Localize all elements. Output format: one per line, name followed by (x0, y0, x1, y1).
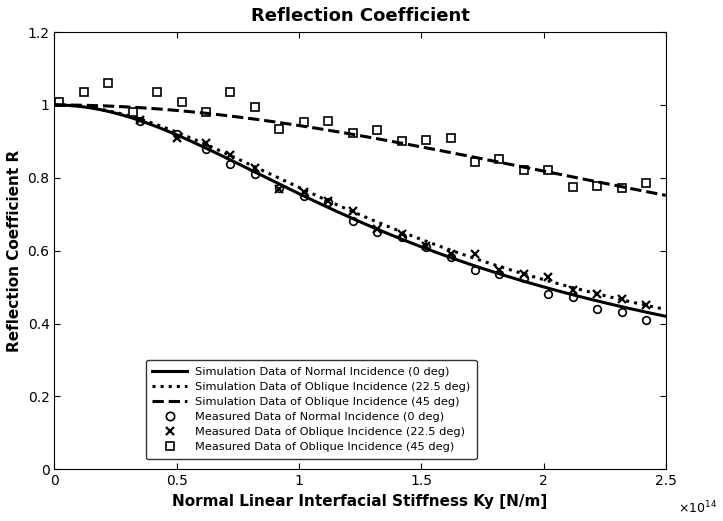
Y-axis label: Reflection Coefficient R: Reflection Coefficient R (7, 150, 22, 352)
Text: $\times10^{14}$: $\times10^{14}$ (678, 500, 717, 517)
Legend: Simulation Data of Normal Incidence (0 deg), Simulation Data of Oblique Incidenc: Simulation Data of Normal Incidence (0 d… (145, 360, 476, 460)
Title: Reflection Coefficient: Reflection Coefficient (251, 7, 469, 25)
X-axis label: Normal Linear Interfacial Stiffness Ky [N/m]: Normal Linear Interfacial Stiffness Ky [… (173, 494, 548, 509)
